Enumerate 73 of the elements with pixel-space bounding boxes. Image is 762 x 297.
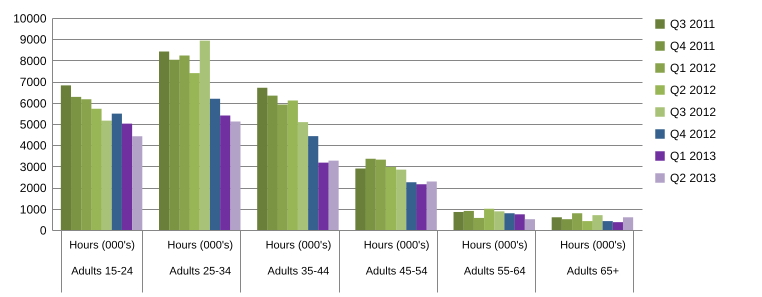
bar [366, 158, 376, 230]
category-label: Hours (000's) Adults 35-44 [266, 240, 332, 278]
y-tick-label: 7000 [20, 75, 47, 90]
bar [328, 160, 339, 230]
y-tick-label: 3000 [20, 160, 47, 174]
legend-label: Q3 2011 [670, 17, 716, 31]
bar [426, 181, 437, 230]
legend-label: Q2 2012 [670, 83, 716, 97]
legend-label: Q2 2013 [670, 171, 716, 185]
bar [91, 108, 102, 230]
bar [308, 136, 318, 230]
legend-label: Q4 2011 [670, 39, 716, 53]
bar [386, 166, 396, 230]
bar [81, 99, 92, 230]
bar [200, 40, 210, 230]
legend-label: Q1 2012 [670, 61, 716, 75]
bar [562, 219, 572, 230]
bar [298, 122, 308, 230]
bar [406, 182, 416, 230]
bar [318, 162, 328, 230]
bar [179, 56, 190, 230]
bar [220, 116, 230, 230]
bar [278, 104, 288, 230]
bar [257, 88, 268, 230]
bar [210, 98, 220, 230]
y-tick-label: 5000 [20, 118, 47, 132]
bar [552, 217, 562, 230]
y-tick-label: 6000 [20, 96, 47, 110]
bar [602, 221, 613, 230]
bar [572, 213, 582, 230]
bar [122, 124, 132, 230]
bar [514, 214, 525, 230]
bar [622, 217, 634, 230]
bar [112, 114, 122, 230]
bar [190, 73, 200, 230]
bar [71, 96, 82, 230]
y-tick-label: 9000 [20, 32, 47, 47]
bar [454, 212, 464, 230]
bar [355, 168, 366, 230]
bar [267, 96, 278, 230]
bar [582, 221, 592, 230]
bar [464, 210, 474, 230]
bar [484, 208, 494, 230]
y-tick-label: 8000 [20, 54, 47, 68]
category-label: Hours (000's) Adults 65+ [560, 240, 626, 278]
bar [474, 218, 484, 230]
y-tick-label: 0 [40, 224, 47, 238]
bar [169, 60, 180, 230]
category-label: Hours (000's) Adults 15-24 [69, 240, 135, 278]
bar [396, 170, 406, 230]
legend-label: Q1 2013 [670, 149, 716, 163]
bar [60, 85, 72, 230]
y-tick-label: 4000 [20, 138, 47, 153]
y-tick-label: 1000 [20, 202, 47, 216]
y-tick-label: 2000 [20, 181, 47, 196]
bar [612, 222, 623, 230]
category-label: Hours (000's) Adults 55-64 [462, 240, 528, 278]
bar [288, 100, 298, 230]
bar [132, 136, 142, 230]
category-label: Hours (000's) Adults 25-34 [167, 240, 234, 278]
legend-label: Q4 2012 [670, 127, 716, 141]
bar [416, 184, 427, 230]
legend-label: Q3 2012 [670, 105, 716, 119]
bar [494, 211, 504, 230]
bar [159, 51, 170, 230]
bar [230, 121, 240, 230]
y-tick-label: 10000 [13, 12, 47, 26]
bar [102, 120, 112, 230]
bar [524, 219, 535, 230]
bar [376, 160, 386, 230]
category-label: Hours (000's) Adults 45-54 [364, 240, 430, 278]
bar [592, 215, 603, 230]
bar [504, 213, 515, 230]
